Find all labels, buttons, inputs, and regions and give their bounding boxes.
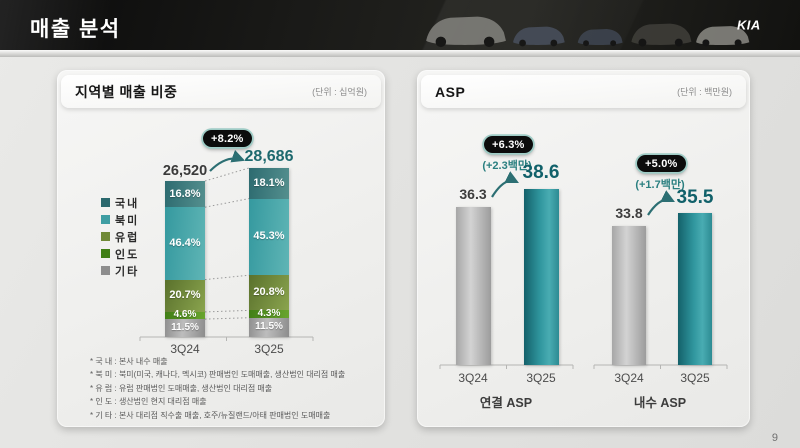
asp-bar-consolidated-3q24 <box>456 206 491 365</box>
asp-bar-consolidated-3q25 <box>524 188 559 365</box>
x-axis <box>139 336 314 341</box>
asp-value-domestic-3q25: 35.5 <box>676 187 714 208</box>
segment-north-america-3q25: 45.3% <box>249 198 289 276</box>
asp-axes <box>439 364 728 369</box>
legend-swatch-others <box>101 266 110 275</box>
segment-label: 11.5% <box>171 322 199 333</box>
asp-x-label-consolidated-3q25: 3Q25 <box>526 371 556 385</box>
asp-value-consolidated-3q25: 38.6 <box>522 162 560 183</box>
car-lineup-image <box>426 16 750 48</box>
legend-item-india: 인도 <box>101 245 139 262</box>
segment-others-3q24: 11.5% <box>165 319 205 337</box>
asp-delta-domestic: (+1.7백만) <box>635 179 685 191</box>
legend-swatch-north-america <box>101 215 110 224</box>
asp-bar-domestic-3q24 <box>612 226 646 365</box>
asp-x-label-consolidated-3q24: 3Q24 <box>458 371 488 385</box>
footnote-india: * 인 도 : 생산법인 현지 대리점 매출 <box>90 397 207 407</box>
segment-label: 45.3% <box>253 230 285 243</box>
segment-europe-3q25: 20.8% <box>249 275 289 311</box>
kia-logo: KIA <box>737 17 761 32</box>
total-3q25: 28,686 <box>244 148 294 165</box>
legend-item-north-america: 북미 <box>101 211 139 228</box>
segment-india-3q24: 4.6% <box>165 309 205 321</box>
segment-label: 16.8% <box>169 187 201 200</box>
segment-europe-3q24: 20.7% <box>165 279 205 312</box>
segment-label: 18.1% <box>253 176 285 189</box>
stacked-bar-3q24: 16.8% 46.4% 20.7% 4.6% 11.5% <box>165 181 205 337</box>
asp-group-label-domestic: 내수 ASP <box>633 396 687 410</box>
footnotes: * 국 내 : 본사 내수 매출 * 북 미 : 북미(미국, 캐나다, 멕시코… <box>90 355 345 422</box>
asp-group-label-consolidated: 연결 ASP <box>479 396 533 410</box>
segment-india-3q25: 4.3% <box>249 307 289 319</box>
segment-label: 20.8% <box>253 286 285 299</box>
legend-item-domestic: 국내 <box>101 194 139 211</box>
asp-card-header: ASP (단위 : 백만원) <box>421 75 746 108</box>
asp-card: ASP (단위 : 백만원) +6.3% (+2.3백만) +5.0% (+1.… <box>417 70 750 427</box>
legend: 국내 북미 유럽 인도 기타 <box>101 194 139 279</box>
segment-label: 46.4% <box>169 236 201 249</box>
segment-domestic-3q25: 18.1% <box>249 168 289 199</box>
regional-revenue-card: 지역별 매출 비중 (단위 : 십억원) <box>57 70 385 427</box>
legend-swatch-domestic <box>101 198 110 207</box>
svg-text:KIA: KIA <box>737 17 761 32</box>
segment-label: 11.5% <box>255 321 283 333</box>
regional-card-unit: (단위 : 십억원) <box>312 87 367 97</box>
segment-label: 20.7% <box>169 289 201 302</box>
segment-north-america-3q24: 46.4% <box>165 207 205 280</box>
segment-domestic-3q24: 16.8% <box>165 181 205 208</box>
asp-value-consolidated-3q24: 36.3 <box>459 186 487 202</box>
regional-card-header: 지역별 매출 비중 (단위 : 십억원) <box>61 75 381 108</box>
legend-item-europe: 유럽 <box>101 228 139 245</box>
asp-card-unit: (단위 : 백만원) <box>677 87 732 97</box>
stacked-bar-3q25: 18.1% 45.3% 20.8% 4.3% 11.5% <box>249 168 289 337</box>
asp-badge-consolidated: +6.3% <box>484 136 533 153</box>
asp-x-label-domestic-3q25: 3Q25 <box>680 371 710 385</box>
legend-swatch-india <box>101 249 110 258</box>
page-title: 매출 분석 <box>30 18 121 41</box>
asp-bar-domestic-3q25 <box>678 212 712 365</box>
growth-badge: +8.2% <box>203 130 252 147</box>
asp-value-domestic-3q24: 33.8 <box>615 205 643 221</box>
segment-label: 4.6% <box>173 309 197 321</box>
asp-badge-domestic: +5.0% <box>637 155 686 172</box>
segment-label: 4.3% <box>257 307 281 319</box>
header: 매출 분석 KIA <box>0 0 800 50</box>
segment-others-3q25: 11.5% <box>249 317 289 337</box>
page-number: 9 <box>771 432 778 444</box>
footnote-others: * 기 타 : 본사 대리점 직수출 매출, 호주/뉴질랜드/아태 판매법인 도… <box>90 410 331 420</box>
footnote-domestic: * 국 내 : 본사 내수 매출 <box>90 357 168 366</box>
x-label-3q25: 3Q25 <box>254 342 284 356</box>
asp-delta-consolidated: (+2.3백만) <box>482 160 532 172</box>
segment-connector-lines <box>204 167 250 320</box>
legend-item-others: 기타 <box>101 262 139 279</box>
legend-swatch-europe <box>101 232 110 241</box>
footnote-north-america: * 북 미 : 북미(미국, 캐나다, 멕시코) 판매법인 도매매출, 생산법인… <box>90 370 346 380</box>
x-label-3q24: 3Q24 <box>170 342 200 356</box>
regional-card-title: 지역별 매출 비중 <box>75 83 178 100</box>
header-bevel-strip <box>0 50 800 57</box>
footnote-europe: * 유 럽 : 유럽 판매법인 도매매출, 생산법인 대리점 매출 <box>90 383 273 393</box>
asp-card-title: ASP <box>435 83 466 100</box>
asp-x-label-domestic-3q24: 3Q24 <box>614 371 644 385</box>
total-3q24: 26,520 <box>162 163 208 179</box>
